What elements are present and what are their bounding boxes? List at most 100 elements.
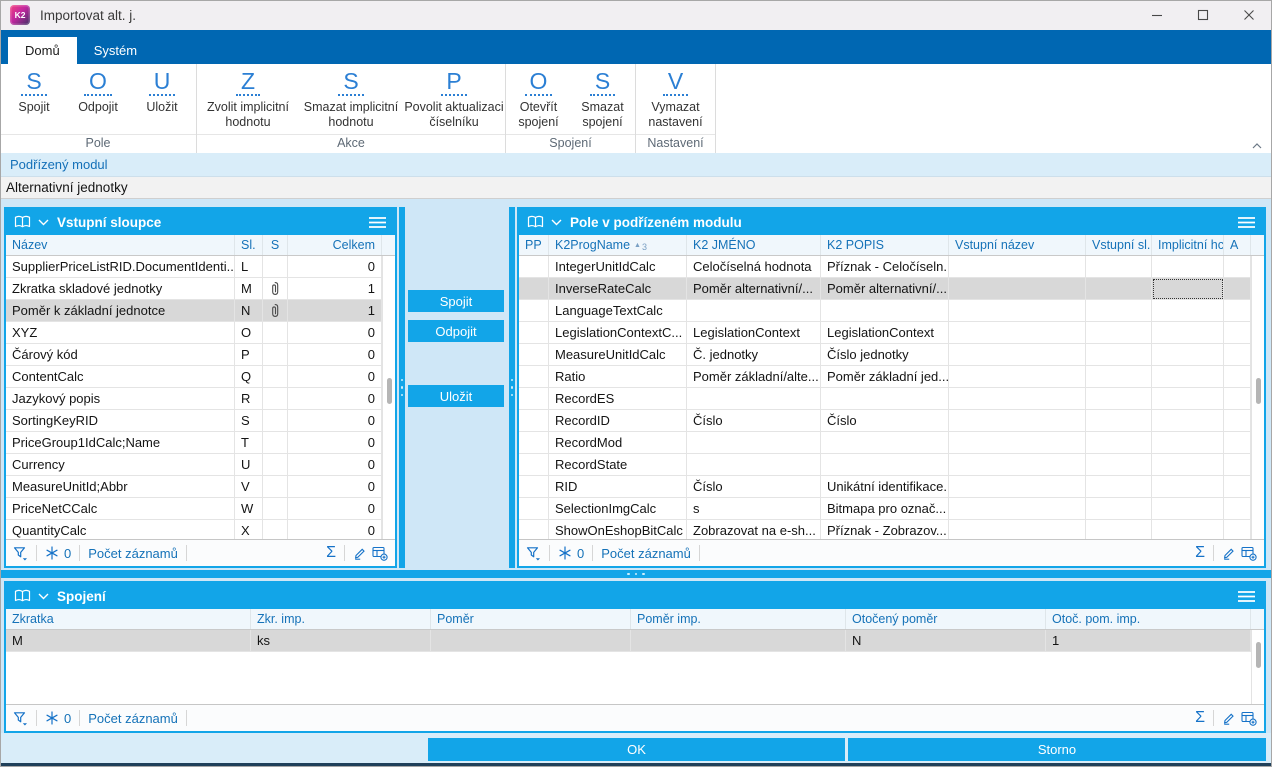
ribbon-button-povolit-aktualizaci-ciselniku[interactable]: P Povolit aktualizaci číselníku <box>404 69 505 130</box>
ok-button[interactable]: OK <box>428 738 845 761</box>
tab-system[interactable]: Systém <box>93 43 138 58</box>
panel-menu-icon[interactable] <box>368 216 387 229</box>
edit-icon[interactable] <box>1222 711 1236 725</box>
edit-icon[interactable] <box>1222 546 1236 560</box>
vertical-splitter[interactable] <box>399 207 405 568</box>
column-header-k2-popis[interactable]: K2 POPIS <box>821 235 949 255</box>
column-header-pomer[interactable]: Poměr <box>431 609 631 629</box>
sum-icon[interactable]: Σ <box>1195 709 1205 726</box>
ribbon-button-spojit[interactable]: S Spojit <box>3 69 65 115</box>
column-header-zkratka[interactable]: Zkratka <box>6 609 251 629</box>
table-cell: RecordES <box>549 388 687 410</box>
sum-icon[interactable]: Σ <box>1195 544 1205 561</box>
table-row[interactable]: IntegerUnitIdCalc Celočíselná hodnota Příz… <box>519 256 1251 278</box>
table-row[interactable]: InverseRateCalc Poměr alternativní/... Pom… <box>519 278 1251 300</box>
close-button[interactable] <box>1226 0 1272 30</box>
column-header-vstupni-nazev[interactable]: Vstupní název <box>949 235 1086 255</box>
chevron-down-icon[interactable] <box>38 593 49 600</box>
ribbon-button-ulozit[interactable]: U Uložit <box>131 69 193 115</box>
tab-domu[interactable]: Domů <box>8 37 77 64</box>
column-header-otoceny-pomer[interactable]: Otočený poměr <box>846 609 1046 629</box>
table-row[interactable]: PriceNetCCalc W 0 <box>6 498 382 520</box>
column-header-s[interactable]: S <box>263 235 288 255</box>
table-row[interactable]: ShowOnEshopBitCalc Zobrazovat na e-sh... P… <box>519 520 1251 539</box>
panel-menu-icon[interactable] <box>1237 216 1256 229</box>
ribbon-button-smazat-spojeni[interactable]: S Smazat spojení <box>572 69 634 130</box>
table-row[interactable]: LanguageTextCalc <box>519 300 1251 322</box>
vertical-splitter[interactable] <box>509 207 515 568</box>
ribbon-button-vymazat-nastaveni[interactable]: V Vymazat nastavení <box>638 69 714 130</box>
panel-menu-icon[interactable] <box>1237 590 1256 603</box>
table-row[interactable]: RecordID Číslo Číslo <box>519 410 1251 432</box>
disconnect-button[interactable]: Odpojit <box>408 320 504 342</box>
ribbon-button-odpojit[interactable]: O Odpojit <box>67 69 129 115</box>
table-row[interactable]: Ratio Poměr základní/alte... Poměr základn… <box>519 366 1251 388</box>
column-header-zkr-imp[interactable]: Zkr. imp. <box>251 609 431 629</box>
save-button[interactable]: Uložit <box>408 385 504 407</box>
add-table-icon[interactable] <box>1241 711 1257 726</box>
scrollbar-thumb[interactable] <box>1256 378 1261 404</box>
minimize-button[interactable] <box>1134 0 1180 30</box>
table-cell <box>949 432 1086 454</box>
filter-icon[interactable] <box>13 711 28 726</box>
table-row[interactable]: RecordMod <box>519 432 1251 454</box>
status-bar: 0 Počet záznamů Σ <box>6 539 395 566</box>
filter-icon[interactable] <box>526 546 541 561</box>
table-cell: SortingKeyRID <box>6 410 235 432</box>
column-header-sl[interactable]: Sl. <box>235 235 263 255</box>
table-row[interactable]: LegislationContextC... LegislationContext… <box>519 322 1251 344</box>
horizontal-splitter[interactable] <box>0 570 1272 578</box>
ribbon-button-zvolit-implicitni-hodnotu[interactable]: Z Zvolit implicitní hodnotu <box>198 69 299 130</box>
table-row[interactable]: RecordES <box>519 388 1251 410</box>
table-row[interactable]: SelectionImgCalc s Bitmapa pro označ... <box>519 498 1251 520</box>
table-row[interactable]: Jazykový popis R 0 <box>6 388 382 410</box>
ribbon-button-otevrit-spojeni[interactable]: O Otevřít spojení <box>508 69 570 130</box>
table-row[interactable]: SortingKeyRID S 0 <box>6 410 382 432</box>
ribbon-button-smazat-implicitni-hodnotu[interactable]: S Smazat implicitní hodnotu <box>301 69 402 130</box>
table-row[interactable]: SupplierPriceListRID.DocumentIdenti... L 0 <box>6 256 382 278</box>
table-row[interactable]: PriceGroup1IdCalc;Name T 0 <box>6 432 382 454</box>
table-row[interactable]: Čárový kód P 0 <box>6 344 382 366</box>
table-row[interactable]: Poměr k základní jednotce N 1 <box>6 300 382 322</box>
column-header-implicitni-hc[interactable]: Implicitní hc <box>1152 235 1224 255</box>
add-table-icon[interactable] <box>1241 546 1257 561</box>
window-controls <box>1134 0 1272 30</box>
scrollbar-thumb[interactable] <box>387 378 392 404</box>
column-header-pomer-imp[interactable]: Poměr imp. <box>631 609 846 629</box>
collapse-ribbon-icon[interactable] <box>1252 143 1262 149</box>
column-header-pp[interactable]: PP <box>519 235 549 255</box>
table-row[interactable]: Currency U 0 <box>6 454 382 476</box>
connect-button[interactable]: Spojit <box>408 290 504 312</box>
table-row[interactable]: RecordState <box>519 454 1251 476</box>
sum-icon[interactable]: Σ <box>326 544 336 561</box>
filter-icon[interactable] <box>13 546 28 561</box>
table-row[interactable]: MeasureUnitIdCalc Č. jednotky Číslo jednot… <box>519 344 1251 366</box>
column-header-k2-jmeno[interactable]: K2 JMÉNO <box>687 235 821 255</box>
add-table-icon[interactable] <box>372 546 388 561</box>
column-header-k2progname[interactable]: K2ProgName ▲ 3 <box>549 235 687 255</box>
table-cell <box>263 520 288 539</box>
edit-icon[interactable] <box>353 546 367 560</box>
column-header-vstupni-sl[interactable]: Vstupní sl. <box>1086 235 1152 255</box>
freeze-icon[interactable] <box>558 546 572 560</box>
freeze-icon[interactable] <box>45 711 59 725</box>
scrollbar-thumb[interactable] <box>1256 642 1261 668</box>
column-header-nazev[interactable]: Název <box>6 235 235 255</box>
cancel-button[interactable]: Storno <box>848 738 1266 761</box>
chevron-down-icon[interactable] <box>38 219 49 226</box>
column-header-otoc-pom-imp[interactable]: Otoč. pom. imp. <box>1046 609 1251 629</box>
table-row[interactable]: XYZ O 0 <box>6 322 382 344</box>
maximize-button[interactable] <box>1180 0 1226 30</box>
focused-cell[interactable] <box>1152 278 1224 300</box>
freeze-icon[interactable] <box>45 546 59 560</box>
chevron-down-icon[interactable] <box>551 219 562 226</box>
table-row[interactable]: MeasureUnitId;Abbr V 0 <box>6 476 382 498</box>
table-row[interactable]: RID Číslo Unikátní identifikace... <box>519 476 1251 498</box>
table-row[interactable]: QuantityCalc X 0 <box>6 520 382 539</box>
table-row[interactable]: Zkratka skladové jednotky M 1 <box>6 278 382 300</box>
table-row[interactable]: ContentCalc Q 0 <box>6 366 382 388</box>
column-header-a[interactable]: A <box>1224 235 1251 255</box>
module-field-value[interactable]: Alternativní jednotky <box>0 176 1272 199</box>
column-header-celkem[interactable]: Celkem <box>288 235 382 255</box>
